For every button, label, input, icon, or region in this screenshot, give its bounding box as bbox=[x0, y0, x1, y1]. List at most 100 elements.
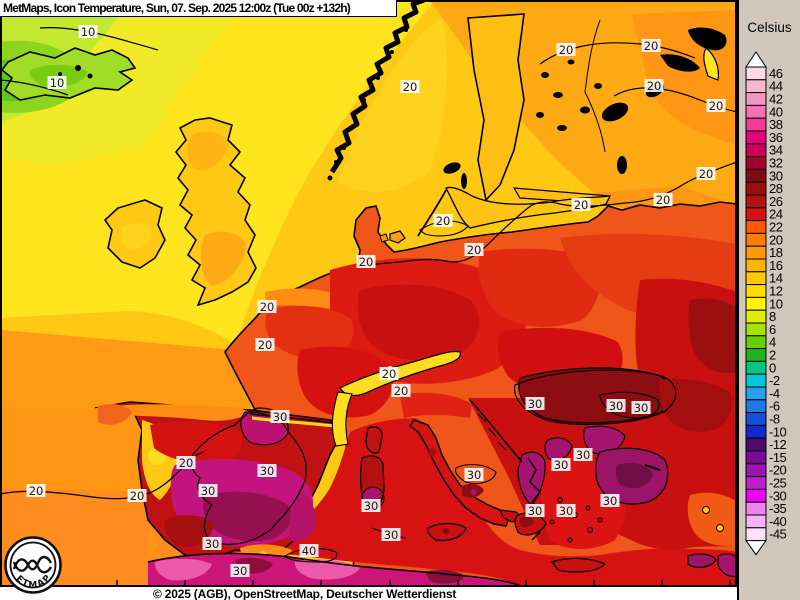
legend-value-label: -35 bbox=[769, 501, 787, 516]
legend-value-label: 40 bbox=[769, 104, 783, 119]
contour-label: 40 bbox=[299, 544, 319, 558]
svg-text:30: 30 bbox=[554, 458, 569, 472]
svg-text:30: 30 bbox=[609, 399, 624, 413]
svg-text:20: 20 bbox=[467, 243, 482, 257]
legend-value-label: -30 bbox=[769, 488, 787, 503]
legend-value-label: 44 bbox=[769, 79, 783, 94]
contour-label: 20 bbox=[127, 489, 147, 503]
contour-label: 30 bbox=[361, 499, 381, 513]
legend-swatch bbox=[745, 194, 767, 209]
svg-text:30: 30 bbox=[528, 504, 543, 518]
contour-label: 20 bbox=[379, 367, 399, 381]
legend-value-label: 46 bbox=[769, 66, 783, 81]
contour-label: 20 bbox=[176, 456, 196, 470]
contour-label: 30 bbox=[525, 504, 545, 518]
svg-text:40: 40 bbox=[302, 544, 317, 558]
legend-value-label: 16 bbox=[769, 258, 783, 273]
svg-text:30: 30 bbox=[233, 564, 248, 578]
svg-text:30: 30 bbox=[528, 397, 543, 411]
legend-value-label: 24 bbox=[769, 207, 783, 222]
svg-text:20: 20 bbox=[359, 255, 374, 269]
contour-label: 20 bbox=[644, 79, 664, 93]
legend-value-label: 20 bbox=[769, 232, 783, 247]
svg-text:20: 20 bbox=[656, 193, 671, 207]
contour-label: 30 bbox=[600, 494, 620, 508]
svg-text:30: 30 bbox=[205, 537, 220, 551]
contour-label: 20 bbox=[696, 167, 716, 181]
svg-text:30: 30 bbox=[201, 484, 216, 498]
contour-label: 20 bbox=[464, 243, 484, 257]
contour-label: 30 bbox=[631, 401, 651, 415]
map-title-bar: MetMaps, Icon Temperature, Sun, 07. Sep.… bbox=[0, 0, 397, 17]
svg-text:20: 20 bbox=[647, 79, 662, 93]
legend-value-label: 26 bbox=[769, 194, 783, 209]
contour-label: 30 bbox=[464, 468, 484, 482]
legend-value-label: 18 bbox=[769, 245, 783, 260]
map-title-text: MetMaps, Icon Temperature, Sun, 07. Sep.… bbox=[3, 1, 351, 15]
svg-text:30: 30 bbox=[576, 448, 591, 462]
legend-swatch bbox=[745, 258, 767, 273]
legend-swatch bbox=[745, 399, 767, 414]
contour-label: 10 bbox=[47, 76, 67, 90]
legend-value-label: 0 bbox=[769, 360, 776, 375]
legend-swatch bbox=[745, 463, 767, 478]
legend-value-label: 14 bbox=[769, 271, 783, 286]
svg-text:30: 30 bbox=[260, 464, 275, 478]
legend-swatch bbox=[745, 284, 767, 298]
contour-label: 20 bbox=[400, 80, 420, 94]
legend-value-label: 42 bbox=[769, 92, 783, 107]
contour-label: 20 bbox=[356, 255, 376, 269]
map-footer-bar: © 2025 (AGB), OpenStreetMap, Deutscher W… bbox=[0, 586, 737, 600]
legend-value-label: 8 bbox=[769, 309, 776, 324]
legend-swatch bbox=[745, 527, 767, 542]
legend-swatch bbox=[745, 79, 767, 94]
svg-text:20: 20 bbox=[394, 384, 409, 398]
contour-label: 30 bbox=[573, 448, 593, 462]
contour-labels: 10 10 20 20 20 20 20 20 20 20 20 20 20 20 20 20 20 20 20 20… bbox=[26, 25, 726, 578]
contour-label: 10 bbox=[78, 25, 98, 39]
legend-swatch bbox=[745, 412, 767, 426]
legend-swatch bbox=[745, 156, 767, 170]
legend-arrow-up-icon bbox=[745, 51, 767, 68]
contour-label: 20 bbox=[706, 99, 726, 113]
legend-value-label: 28 bbox=[769, 181, 783, 196]
svg-text:20: 20 bbox=[29, 484, 44, 498]
legend-swatch bbox=[745, 386, 767, 401]
contour-label: 30 bbox=[257, 464, 277, 478]
legend-swatch bbox=[745, 360, 767, 375]
svg-text:30: 30 bbox=[559, 504, 574, 518]
legend-value-label: 38 bbox=[769, 117, 783, 132]
legend-swatch bbox=[745, 476, 767, 490]
svg-text:30: 30 bbox=[384, 528, 399, 542]
contour-label: 20 bbox=[556, 43, 576, 57]
contour-label: 20 bbox=[433, 214, 453, 228]
legend-swatch bbox=[745, 92, 767, 106]
contour-label: 30 bbox=[202, 537, 222, 551]
svg-text:20: 20 bbox=[382, 367, 397, 381]
svg-text:30: 30 bbox=[467, 468, 482, 482]
svg-text:20: 20 bbox=[709, 99, 724, 113]
contour-label: 30 bbox=[381, 528, 401, 542]
svg-text:20: 20 bbox=[130, 489, 145, 503]
legend-swatch bbox=[745, 373, 767, 388]
legend-value-label: -25 bbox=[769, 476, 787, 491]
legend-value-label: 2 bbox=[769, 348, 776, 363]
contour-label: 30 bbox=[270, 410, 290, 424]
svg-text:20: 20 bbox=[260, 300, 275, 314]
legend-value-label: -10 bbox=[769, 424, 787, 439]
map-bottom-ticks bbox=[48, 580, 731, 586]
legend-value-label: 12 bbox=[769, 284, 783, 299]
legend-unit-label: Celsius bbox=[747, 20, 792, 35]
legend-swatch bbox=[745, 104, 767, 119]
svg-text:20: 20 bbox=[436, 214, 451, 228]
svg-text:20: 20 bbox=[179, 456, 194, 470]
copyright-text: © 2025 (AGB), OpenStreetMap, Deutscher W… bbox=[153, 587, 457, 600]
legend-value-label: 22 bbox=[769, 220, 783, 235]
contour-label: 30 bbox=[198, 484, 218, 498]
svg-text:30: 30 bbox=[364, 499, 379, 513]
legend-swatch bbox=[745, 207, 767, 222]
legend-swatch bbox=[745, 66, 767, 81]
legend-swatch bbox=[745, 335, 767, 350]
contour-label: 20 bbox=[641, 39, 661, 53]
